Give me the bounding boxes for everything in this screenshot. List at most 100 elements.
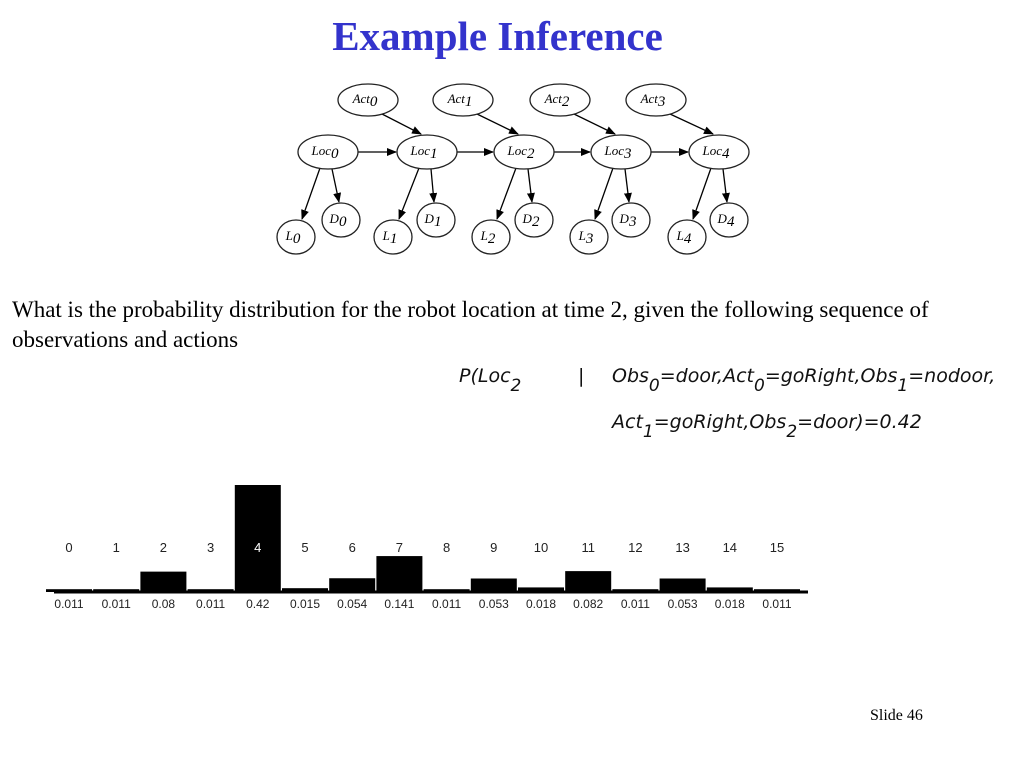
l-node-1-shape [373, 219, 413, 255]
d-node-2-base: D [522, 211, 533, 226]
act-node-0: Act0 [337, 83, 399, 117]
bar-11 [565, 571, 612, 592]
l-node-0-base: L [285, 228, 293, 243]
l-node-1: L1 [373, 219, 413, 255]
d-node-0-label: D0 [329, 211, 347, 230]
value-label-4: 0.42 [246, 597, 270, 611]
bar-1 [93, 589, 140, 592]
edge-loc-to-d [331, 168, 342, 203]
l-node-0-shape [276, 219, 316, 255]
act-node-1-shape [432, 83, 494, 117]
l-node-3-sub: 3 [585, 231, 594, 247]
d-node-4-base: D [717, 211, 728, 226]
act-node-0-shape [337, 83, 399, 117]
loc-node-3: Loc3 [590, 134, 652, 170]
value-label-9: 0.053 [479, 597, 509, 611]
act-node-0-label: Act0 [352, 91, 378, 110]
formula-sub: 1 [897, 376, 909, 396]
loc-node-3-sub: 3 [623, 146, 632, 162]
value-label-5: 0.015 [290, 597, 320, 611]
loc-node-0-sub: 0 [331, 146, 339, 162]
loc-node-4-label: Loc4 [702, 143, 731, 162]
d-node-4-label: D4 [717, 211, 735, 230]
loc-node-2-base: Loc [507, 143, 528, 158]
formula-sub: 0 [648, 376, 660, 396]
bar-5 [282, 588, 328, 592]
value-label-14: 0.018 [715, 597, 745, 611]
formula-separator: | [578, 365, 585, 387]
category-label-8: 8 [443, 540, 450, 555]
l-node-3-shape [569, 219, 609, 255]
edge-loc-to-l [301, 167, 321, 220]
d-node-0-shape [321, 202, 361, 238]
d-node-2-label: D2 [522, 211, 540, 230]
d-node-4: D4 [709, 202, 749, 238]
bar-12 [612, 589, 659, 592]
formula-sub: 2 [786, 422, 798, 442]
d-node-3-sub: 3 [628, 214, 637, 230]
loc-node-1-base: Loc [410, 143, 431, 158]
value-label-1: 0.011 [102, 597, 131, 611]
l-node-0-sub: 0 [293, 231, 301, 247]
value-label-10: 0.018 [526, 597, 556, 611]
formula-term: Act [612, 411, 643, 433]
value-label-13: 0.053 [668, 597, 698, 611]
category-label-1: 1 [113, 540, 120, 555]
edge-act-to-loc [476, 113, 519, 135]
l-node-4-label: L4 [676, 228, 692, 247]
act-node-2: Act2 [529, 83, 591, 117]
l-node-1-base: L [382, 228, 390, 243]
bar-15 [754, 589, 800, 592]
l-node-2-label: L2 [480, 228, 496, 247]
act-node-3-sub: 3 [657, 94, 666, 110]
value-label-0: 0.011 [54, 597, 83, 611]
d-node-1-label: D1 [424, 211, 442, 230]
d-node-2-shape [514, 202, 554, 238]
act-node-1-label: Act1 [447, 91, 473, 110]
loc-node-2-sub: 2 [527, 146, 535, 162]
bar-7 [376, 556, 423, 592]
d-node-0-sub: 0 [339, 214, 347, 230]
d-node-3: D3 [611, 202, 651, 238]
act-node-1: Act1 [432, 83, 494, 117]
edge-loc-to-l [692, 167, 712, 220]
loc-node-1: Loc1 [396, 134, 458, 170]
d-node-1-sub: 1 [434, 214, 442, 230]
loc-node-1-shape [396, 134, 458, 170]
edge-act-to-loc [381, 113, 422, 135]
category-label-14: 14 [723, 540, 737, 555]
loc-node-0-label: Loc0 [311, 143, 340, 162]
loc-node-1-label: Loc1 [410, 143, 438, 162]
l-node-4: L4 [667, 219, 707, 255]
bar-2 [140, 571, 187, 592]
act-node-3-label: Act3 [640, 91, 666, 110]
l-node-4-base: L [676, 228, 684, 243]
bar-4 [234, 485, 281, 592]
d-node-1-shape [416, 202, 456, 238]
formula-line-2: Act1=goRight,Obs2=door)=0.42 [612, 411, 922, 442]
act-node-1-sub: 1 [465, 94, 473, 110]
edge-loc-to-l [398, 167, 420, 220]
category-label-9: 9 [490, 540, 497, 555]
value-label-11: 0.082 [573, 597, 603, 611]
edge-loc-to-l [594, 167, 614, 220]
category-label-10: 10 [534, 540, 548, 555]
value-label-12: 0.011 [621, 597, 650, 611]
d-node-2-sub: 2 [532, 214, 540, 230]
category-label-13: 13 [675, 540, 689, 555]
loc-node-4-base: Loc [702, 143, 723, 158]
l-node-1-label: L1 [382, 228, 398, 247]
act-node-3-shape [625, 83, 687, 117]
d-node-4-sub: 4 [727, 214, 735, 230]
formula-line-1-conditions: Obs0=door,Act0=goRight,Obs1=nodoor, [612, 365, 995, 396]
formula-term: Obs [612, 365, 649, 387]
loc-node-1-sub: 1 [430, 146, 438, 162]
bar-14 [706, 587, 753, 592]
formula-term: =door,Act [659, 365, 754, 387]
l-node-1-sub: 1 [390, 231, 398, 247]
d-node-3-shape [611, 202, 651, 238]
category-label-12: 12 [628, 540, 642, 555]
loc-node-3-base: Loc [604, 143, 625, 158]
category-label-15: 15 [770, 540, 784, 555]
